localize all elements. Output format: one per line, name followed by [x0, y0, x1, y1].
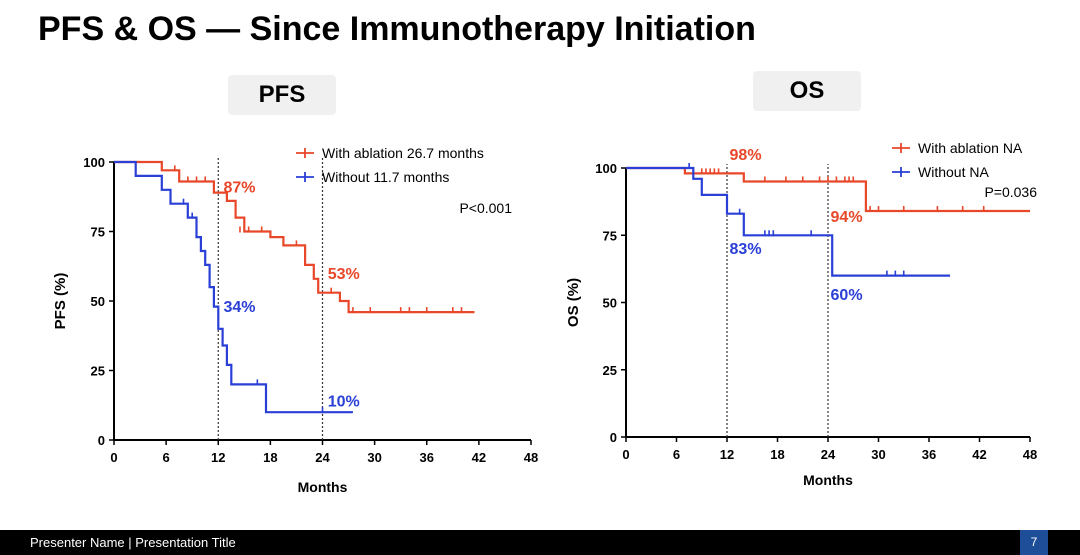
os-annotation: 60%: [831, 287, 863, 304]
pfs-x-tick-label: 30: [367, 450, 381, 465]
footer-bar: Presenter Name | Presentation Title 7: [0, 530, 1080, 555]
pfs-with-curve: [114, 160, 475, 314]
pfs-annotation: 34%: [223, 299, 255, 316]
pfs-x-axis-label: Months: [298, 479, 348, 495]
os-x-tick-label: 24: [821, 447, 836, 462]
os-y-tick-label: 0: [610, 430, 617, 445]
os-annotation: 94%: [831, 209, 863, 226]
footer-text: Presenter Name | Presentation Title: [30, 535, 236, 550]
os-x-axis-label: Months: [803, 472, 853, 488]
pfs-annotation: 87%: [223, 180, 255, 197]
os-legend-label: With ablation NA: [918, 140, 1023, 156]
os-y-tick-label: 50: [603, 296, 617, 311]
pfs-x-tick-label: 48: [524, 450, 538, 465]
os-annotation: 83%: [730, 241, 762, 258]
os-y-tick-label: 75: [603, 228, 617, 243]
pfs-p-value: P<0.001: [459, 200, 512, 216]
pfs-x-tick-label: 12: [211, 450, 225, 465]
os-p-value: P=0.036: [984, 184, 1037, 200]
pfs-x-tick-label: 0: [110, 450, 117, 465]
pfs-y-tick-label: 75: [91, 225, 105, 240]
pfs-y-axis-label: PFS (%): [52, 273, 69, 330]
os-y-tick-label: 100: [595, 161, 617, 176]
pfs-x-tick-label: 18: [263, 450, 277, 465]
os-x-tick-label: 12: [720, 447, 734, 462]
os-legend-label: Without NA: [918, 164, 989, 180]
os-x-tick-label: 36: [922, 447, 936, 462]
os-x-tick-label: 42: [972, 447, 986, 462]
pfs-y-tick-label: 100: [83, 155, 105, 170]
os-annotation: 98%: [730, 147, 762, 164]
pfs-y-tick-label: 0: [98, 433, 105, 448]
os-y-axis-label: OS (%): [565, 278, 582, 327]
page-number: 7: [1020, 530, 1048, 555]
pfs-x-tick-label: 24: [315, 450, 330, 465]
os-with-curve: [626, 166, 1030, 213]
pfs-y-tick-label: 50: [91, 294, 105, 309]
os-without-curve: [626, 166, 950, 277]
pfs-x-tick-label: 6: [163, 450, 170, 465]
pfs-legend-label: With ablation 26.7 months: [322, 145, 484, 161]
os-x-tick-label: 30: [871, 447, 885, 462]
os-x-tick-label: 48: [1023, 447, 1037, 462]
pfs-without-curve: [114, 160, 353, 414]
pfs-annotation: 53%: [328, 266, 360, 283]
os-y-tick-label: 25: [603, 363, 617, 378]
pfs-x-tick-label: 36: [420, 450, 434, 465]
os-panel-label: OS: [753, 71, 861, 111]
slide-title: PFS & OS — Since Immunotherapy Initiatio…: [38, 10, 756, 48]
os-x-tick-label: 0: [622, 447, 629, 462]
os-x-tick-label: 6: [673, 447, 680, 462]
pfs-legend-label: Without 11.7 months: [322, 169, 449, 185]
os-x-tick-label: 18: [770, 447, 784, 462]
pfs-x-tick-label: 42: [472, 450, 486, 465]
pfs-annotation: 10%: [328, 394, 360, 411]
pfs-panel-label: PFS: [228, 75, 336, 115]
pfs-y-tick-label: 25: [91, 364, 105, 379]
